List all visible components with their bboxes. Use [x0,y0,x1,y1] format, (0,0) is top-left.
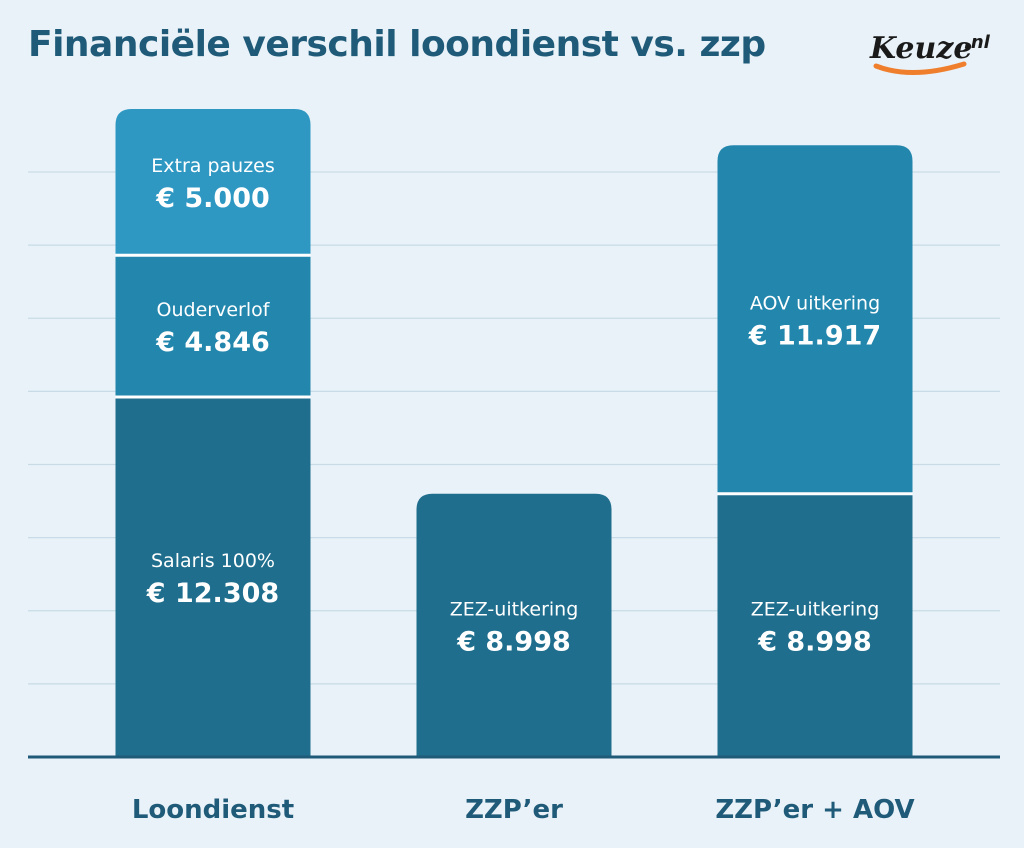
chart-title: Financiële verschil loondienst vs. zzp [28,24,766,65]
x-axis: Loondienst ZZP’er ZZP’er + AOV [28,755,1000,825]
segment-value: € 8.998 [757,626,872,657]
bar-segment [115,255,311,397]
segment-label: Extra pauzes [151,155,275,177]
bar-segment [115,108,311,256]
segment-value: € 5.000 [155,183,270,214]
segment-value: € 4.846 [155,327,270,358]
bar-segment [717,493,913,757]
segment-value: € 8.998 [456,626,571,657]
segment-label: ZEZ-uitkering [751,598,880,620]
bar-1: ZEZ-uitkering € 8.998 [416,493,612,757]
segment-label: ZEZ-uitkering [450,598,579,620]
segment-label: Salaris 100% [151,550,275,572]
brand-suffix: .nl [964,32,991,53]
x-tick-label: ZZP’er + AOV [715,795,914,825]
bar-0: Salaris 100% € 12.308 Ouderverlof € 4.846 Ex… [115,108,311,757]
segment-value: € 12.308 [146,578,279,609]
brand-wordmark: Keuze [869,31,972,66]
segment-label: AOV uitkering [750,293,880,315]
x-tick-label: Loondienst [132,795,294,825]
segment-label: Ouderverlof [157,299,271,321]
segment-value: € 11.917 [748,321,881,352]
brand-logo: Keuze .nl [869,31,991,75]
bars: Salaris 100% € 12.308 Ouderverlof € 4.846 Ex… [115,108,913,757]
bar-segment [115,396,311,757]
bar-segment [717,145,913,494]
x-tick-label: ZZP’er [465,795,563,825]
bar-2: ZEZ-uitkering € 8.998 AOV uitkering € 11.91… [717,145,913,757]
brand-swoosh-icon [873,61,967,75]
bar-segment [416,493,612,757]
